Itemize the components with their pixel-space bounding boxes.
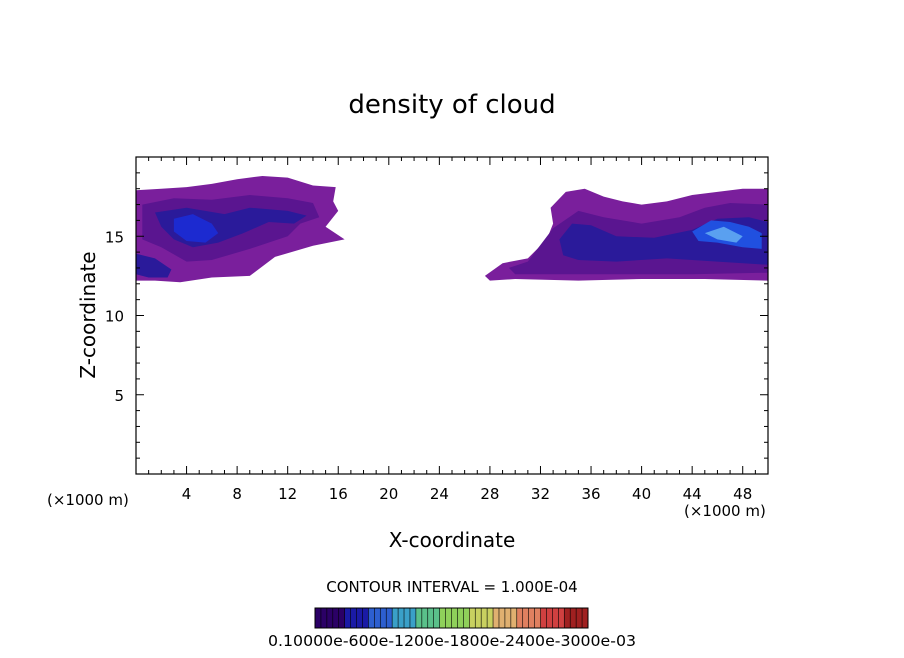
- colorbar-swatch: [380, 608, 387, 628]
- colorbar-swatch: [315, 608, 322, 628]
- x-tick-labels: 4 8 12 16 20 24 28 32 36 40 44 48: [182, 485, 752, 503]
- colorbar-swatch: [493, 608, 500, 628]
- colorbar-swatch: [320, 608, 328, 628]
- colorbar-swatch: [415, 608, 423, 628]
- colorbar-swatch: [326, 608, 334, 628]
- colorbar-swatch: [516, 608, 524, 628]
- colorbar-swatch: [582, 608, 589, 628]
- colorbar-swatch: [368, 608, 375, 628]
- x-tick-label: 32: [531, 485, 550, 503]
- colorbar-swatch: [445, 608, 452, 628]
- colorbar-swatch: [350, 608, 357, 628]
- x-tick-label: 40: [632, 485, 651, 503]
- colorbar-swatch: [362, 608, 369, 628]
- colorbar-swatch: [433, 608, 440, 628]
- colorbar-swatch: [392, 608, 399, 628]
- colorbar-swatch: [546, 608, 553, 628]
- colorbar-swatch: [409, 608, 417, 628]
- colorbar-labels: 0.10000e-600e-1200e-1800e-2400e-3000e-03: [268, 632, 636, 650]
- contour-interval-text: CONTOUR INTERVAL = 1.000E-04: [326, 578, 577, 596]
- x-axis-label: X-coordinate: [389, 528, 516, 552]
- colorbar-swatch: [427, 608, 434, 628]
- colorbar-swatch: [457, 608, 464, 628]
- y-axis-label: Z-coordinate: [76, 251, 100, 378]
- x-tick-label: 12: [278, 485, 297, 503]
- colorbar-swatch: [576, 608, 583, 628]
- colorbar-swatch: [570, 608, 577, 628]
- colorbar-swatch: [386, 608, 393, 628]
- colorbar: [314, 607, 589, 629]
- colorbar-frame: [314, 607, 589, 629]
- y-tick-label: 5: [114, 387, 124, 405]
- x-tick-label: 24: [430, 485, 449, 503]
- cloud-left-bottom: [136, 253, 172, 278]
- x-tick-label: 8: [232, 485, 242, 503]
- colorbar-swatch: [374, 608, 381, 628]
- x-tick-label: 36: [581, 485, 600, 503]
- x-tick-label: 4: [182, 485, 192, 503]
- colorbar-swatch: [338, 608, 345, 628]
- colorbar-swatch: [463, 608, 470, 628]
- axis-ticks: [136, 157, 768, 474]
- cloud-right-lightcore: [704, 226, 743, 243]
- colorbar-swatch: [558, 608, 565, 628]
- colorbar-swatch: [469, 608, 476, 628]
- colorbar-swatch: [332, 608, 340, 628]
- y-tick-labels: 5 10 15: [105, 228, 124, 405]
- colorbar-swatch: [398, 608, 405, 628]
- y-tick-label: 15: [105, 228, 124, 246]
- colorbar-swatch: [475, 608, 482, 628]
- x-tick-label: 48: [733, 485, 752, 503]
- colorbar-swatch: [421, 608, 429, 628]
- colorbar-swatch: [451, 608, 458, 628]
- y-tick-label: 10: [105, 308, 124, 326]
- colorbar-swatch: [498, 608, 506, 628]
- colorbar-swatch: [439, 608, 446, 628]
- colorbar-swatch: [540, 608, 547, 628]
- colorbar-swatch: [522, 608, 529, 628]
- colorbar-swatch: [534, 608, 541, 628]
- x-unit-left: (×1000 m): [47, 491, 129, 509]
- x-unit-right: (×1000 m): [684, 502, 766, 520]
- x-tick-label: 16: [329, 485, 348, 503]
- contour-regions: [136, 176, 768, 283]
- colorbar-swatch: [404, 608, 411, 628]
- chart-title: density of cloud: [348, 90, 555, 120]
- colorbar-swatch: [564, 608, 571, 628]
- x-tick-label: 28: [480, 485, 499, 503]
- x-tick-label: 20: [379, 485, 398, 503]
- cloud-left-core: [173, 214, 219, 243]
- colorbar-swatch: [552, 608, 559, 628]
- colorbar-swatch: [356, 608, 363, 628]
- colorbar-swatch: [481, 608, 488, 628]
- colorbar-swatch: [510, 608, 518, 628]
- colorbar-swatch: [528, 608, 535, 628]
- colorbar-swatch: [487, 608, 494, 628]
- colorbar-swatch: [344, 608, 351, 628]
- x-tick-label: 44: [683, 485, 702, 503]
- colorbar-swatch: [504, 608, 512, 628]
